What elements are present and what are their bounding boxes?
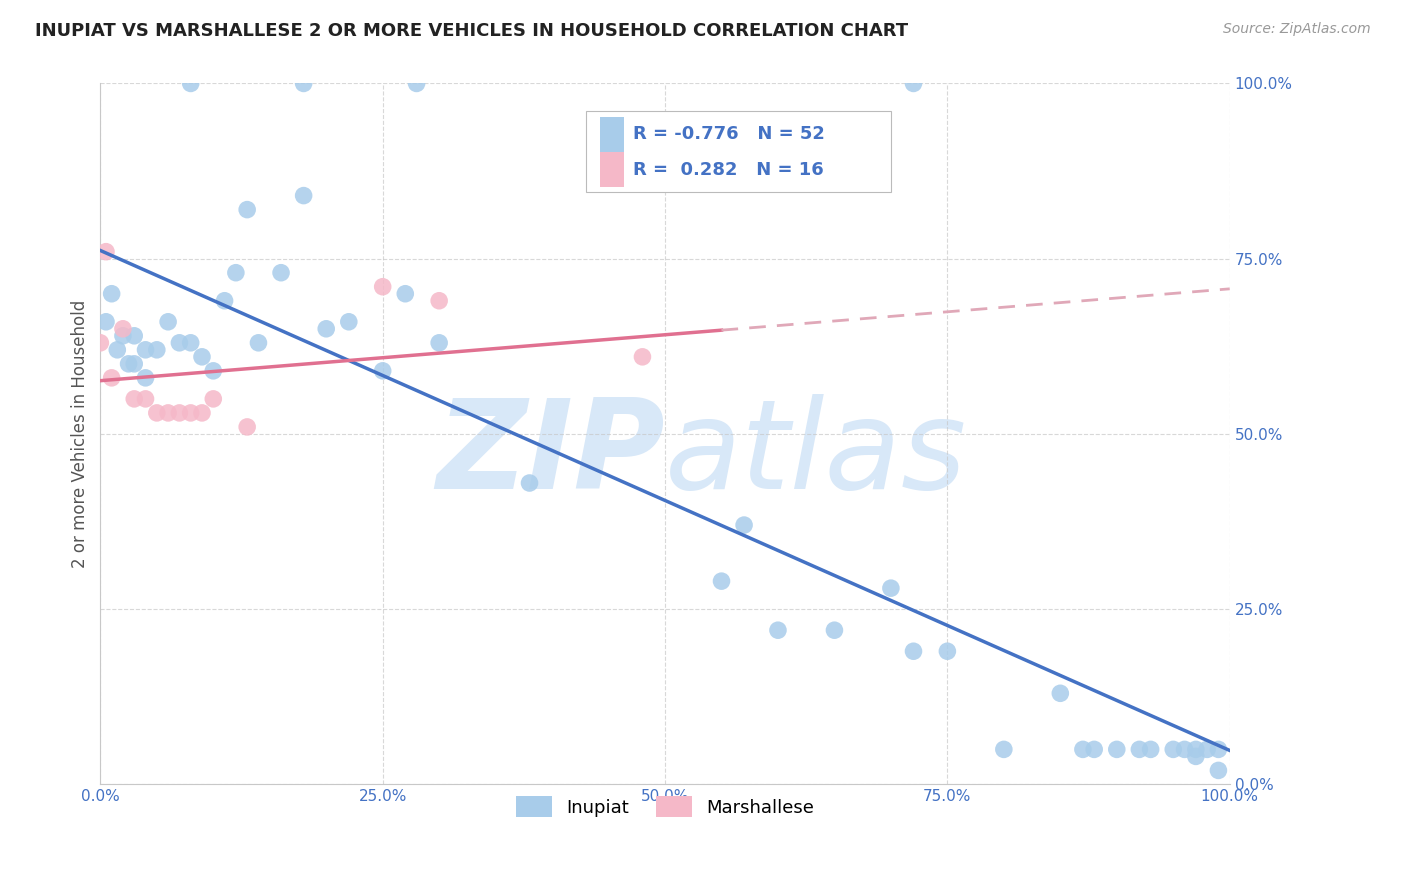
Point <box>631 350 654 364</box>
Point <box>202 392 225 406</box>
Bar <box>599 152 624 187</box>
Point <box>270 266 292 280</box>
Point <box>100 371 122 385</box>
Point <box>903 77 925 91</box>
Point <box>236 202 259 217</box>
Point <box>117 357 139 371</box>
Point <box>94 244 117 259</box>
Text: ZIP: ZIP <box>436 394 665 516</box>
Point <box>1173 742 1195 756</box>
Text: R = -0.776   N = 52: R = -0.776 N = 52 <box>634 125 825 143</box>
Point <box>111 322 134 336</box>
Point <box>519 475 541 490</box>
Point <box>371 279 394 293</box>
Point <box>292 188 315 202</box>
Point <box>146 343 169 357</box>
Point <box>371 364 394 378</box>
Point <box>337 315 360 329</box>
Point <box>1185 749 1208 764</box>
Point <box>105 343 128 357</box>
Point <box>180 335 202 350</box>
Point <box>394 286 416 301</box>
Point <box>1208 742 1230 756</box>
Point <box>1139 742 1161 756</box>
Text: INUPIAT VS MARSHALLESE 2 OR MORE VEHICLES IN HOUSEHOLD CORRELATION CHART: INUPIAT VS MARSHALLESE 2 OR MORE VEHICLE… <box>35 22 908 40</box>
Bar <box>599 117 624 152</box>
Text: atlas: atlas <box>665 394 967 516</box>
Point <box>202 364 225 378</box>
Point <box>146 406 169 420</box>
Point <box>122 392 145 406</box>
Point <box>157 315 180 329</box>
Point <box>710 574 733 589</box>
Point <box>1105 742 1128 756</box>
Point <box>1208 764 1230 778</box>
Point <box>405 77 427 91</box>
Y-axis label: 2 or more Vehicles in Household: 2 or more Vehicles in Household <box>72 300 89 568</box>
Point <box>135 392 157 406</box>
Legend: Inupiat, Marshallese: Inupiat, Marshallese <box>509 789 821 824</box>
Point <box>135 371 157 385</box>
Point <box>1083 742 1105 756</box>
Text: Source: ZipAtlas.com: Source: ZipAtlas.com <box>1223 22 1371 37</box>
Point <box>122 328 145 343</box>
Point <box>225 266 247 280</box>
Point <box>214 293 236 308</box>
Point <box>1197 742 1219 756</box>
Point <box>180 77 202 91</box>
Point <box>1049 686 1071 700</box>
Point <box>315 322 337 336</box>
Point <box>733 518 755 533</box>
Point <box>1071 742 1094 756</box>
Point <box>823 624 845 638</box>
Point <box>1161 742 1184 756</box>
FancyBboxPatch shape <box>586 112 891 192</box>
Point <box>122 357 145 371</box>
Text: R =  0.282   N = 16: R = 0.282 N = 16 <box>634 161 824 178</box>
Point <box>100 286 122 301</box>
Point <box>180 406 202 420</box>
Point <box>880 581 903 595</box>
Point <box>169 335 191 350</box>
Point <box>292 77 315 91</box>
Point <box>936 644 959 658</box>
Point <box>247 335 270 350</box>
Point <box>94 315 117 329</box>
Point <box>135 343 157 357</box>
Point <box>1185 742 1208 756</box>
Point <box>89 335 111 350</box>
Point <box>191 350 214 364</box>
Point <box>157 406 180 420</box>
Point <box>766 624 789 638</box>
Point <box>427 335 450 350</box>
Point <box>427 293 450 308</box>
Point <box>236 420 259 434</box>
Point <box>191 406 214 420</box>
Point <box>993 742 1015 756</box>
Point <box>903 644 925 658</box>
Point <box>111 328 134 343</box>
Point <box>169 406 191 420</box>
Point <box>1128 742 1150 756</box>
